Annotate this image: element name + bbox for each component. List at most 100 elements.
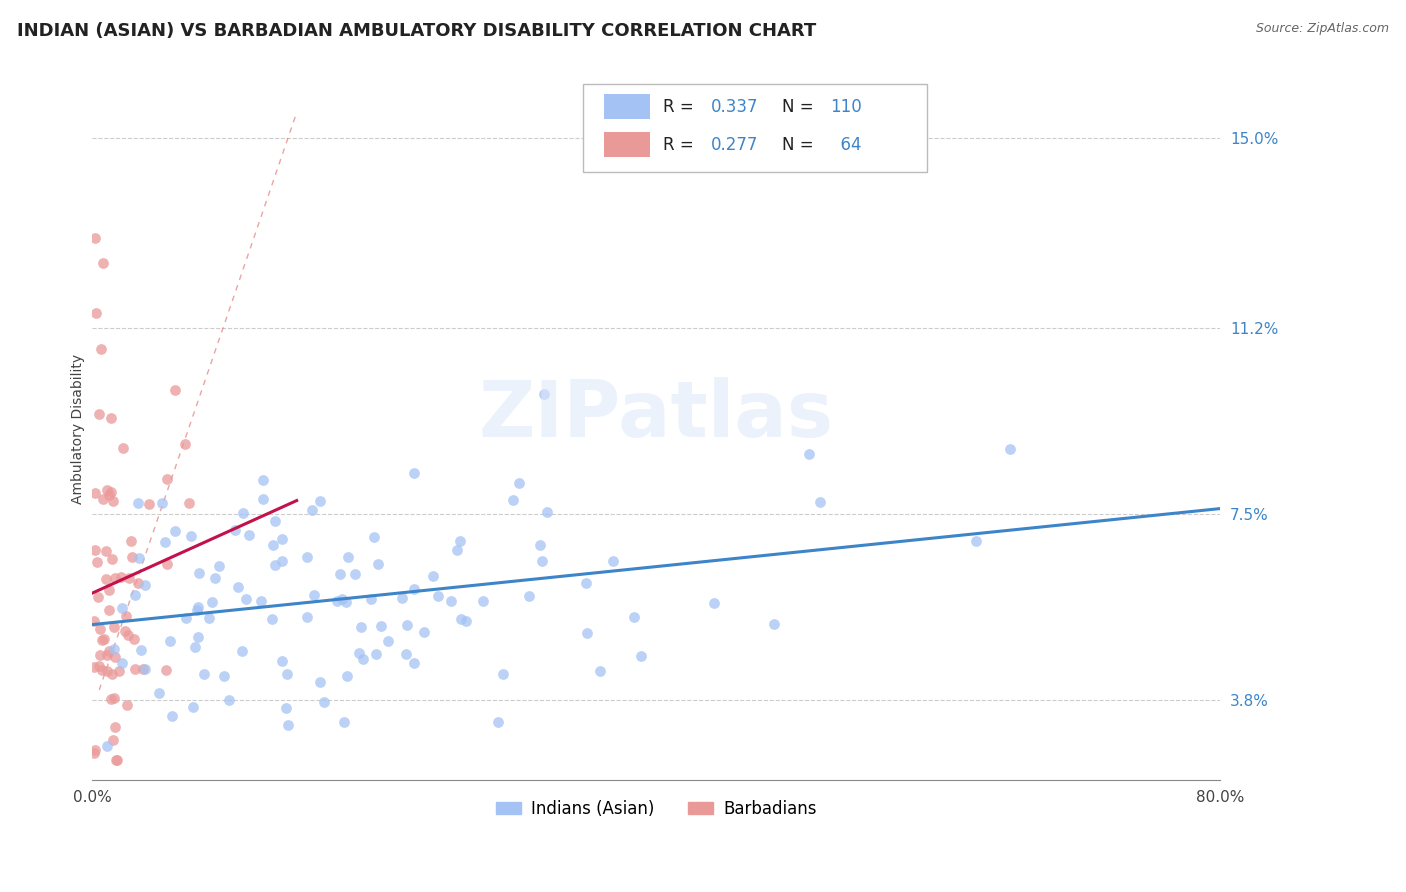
Text: N =: N = (782, 136, 818, 153)
Point (96, 648, 118, 662)
Point (181, 699, 204, 714)
Point (90, 342, 112, 356)
Point (105, 753, 128, 767)
Point (218, 693, 240, 707)
Point (576, 626, 599, 640)
Point (105, 753, 128, 767)
Point (427, 589, 450, 603)
Point (110, 570, 132, 584)
Point (998, 442, 1021, 456)
Point (449, 534, 471, 549)
Point (530, 554, 553, 568)
Point (295, 609, 318, 624)
Point (94, 544, 117, 558)
Point (363, 530, 385, 544)
Point (201, 595, 224, 609)
Point (124, 588, 146, 602)
Point (703, 596, 725, 610)
Point (186, 603, 208, 617)
Point (965, 534, 987, 549)
Point (797, 447, 820, 461)
Point (91, 491, 114, 506)
Point (101, 494, 124, 508)
Point (93, 632, 115, 647)
Point (277, 718, 299, 732)
Point (104, 720, 127, 734)
Point (295, 550, 318, 565)
Point (198, 611, 221, 625)
Point (533, 387, 555, 401)
Point (249, 593, 271, 607)
Text: 110: 110 (830, 97, 862, 116)
Point (263, 558, 285, 572)
Point (129, 643, 152, 657)
Text: 0.277: 0.277 (710, 136, 758, 153)
Point (193, 667, 215, 681)
Point (148, 686, 170, 700)
Point (187, 600, 209, 615)
Point (276, 666, 298, 681)
Point (153, 535, 176, 549)
Text: 0.337: 0.337 (710, 97, 758, 116)
Point (333, 714, 356, 729)
Point (309, 675, 332, 690)
Point (252, 491, 274, 506)
Point (367, 557, 389, 571)
Point (226, 580, 249, 594)
Point (111, 600, 134, 615)
Point (450, 612, 472, 626)
Point (446, 543, 468, 558)
Point (312, 695, 335, 709)
Point (97, 582, 120, 597)
Point (134, 662, 156, 676)
Point (187, 630, 209, 644)
Text: 64: 64 (830, 136, 862, 153)
Legend: Indians (Asian), Barbadians: Indians (Asian), Barbadians (489, 793, 823, 825)
Point (252, 473, 274, 487)
Point (89, 622, 111, 636)
Point (353, 652, 375, 666)
Point (103, 691, 125, 706)
Point (101, 552, 124, 566)
Point (115, 609, 138, 624)
Point (402, 466, 425, 480)
Point (165, 383, 187, 397)
Point (100, 666, 122, 681)
Point (103, 642, 125, 657)
Point (121, 549, 143, 564)
Point (301, 502, 323, 516)
Point (117, 628, 139, 642)
Point (83, 614, 105, 628)
Point (89, 407, 111, 421)
Point (150, 496, 173, 510)
Y-axis label: Ambulatory Disability: Ambulatory Disability (72, 354, 86, 504)
Point (138, 497, 160, 511)
Text: ZIPatlas: ZIPatlas (479, 376, 834, 453)
Point (235, 592, 257, 607)
Point (114, 624, 136, 638)
Point (486, 715, 509, 730)
Point (502, 492, 524, 507)
Point (422, 569, 444, 583)
Point (83, 746, 105, 760)
Point (90, 663, 112, 677)
Point (262, 538, 284, 552)
Bar (605, 95, 650, 119)
Point (96, 572, 118, 586)
Point (395, 618, 418, 632)
Point (98, 488, 121, 502)
Point (89, 659, 111, 673)
Point (87, 590, 110, 604)
Point (395, 647, 418, 661)
Point (762, 617, 785, 632)
Point (326, 594, 349, 608)
Point (212, 669, 235, 683)
Point (454, 614, 477, 628)
Point (440, 594, 463, 608)
Point (391, 591, 413, 606)
Point (86, 555, 108, 569)
Point (128, 551, 150, 566)
Point (366, 647, 388, 661)
Point (231, 644, 253, 658)
Point (84, 542, 107, 557)
